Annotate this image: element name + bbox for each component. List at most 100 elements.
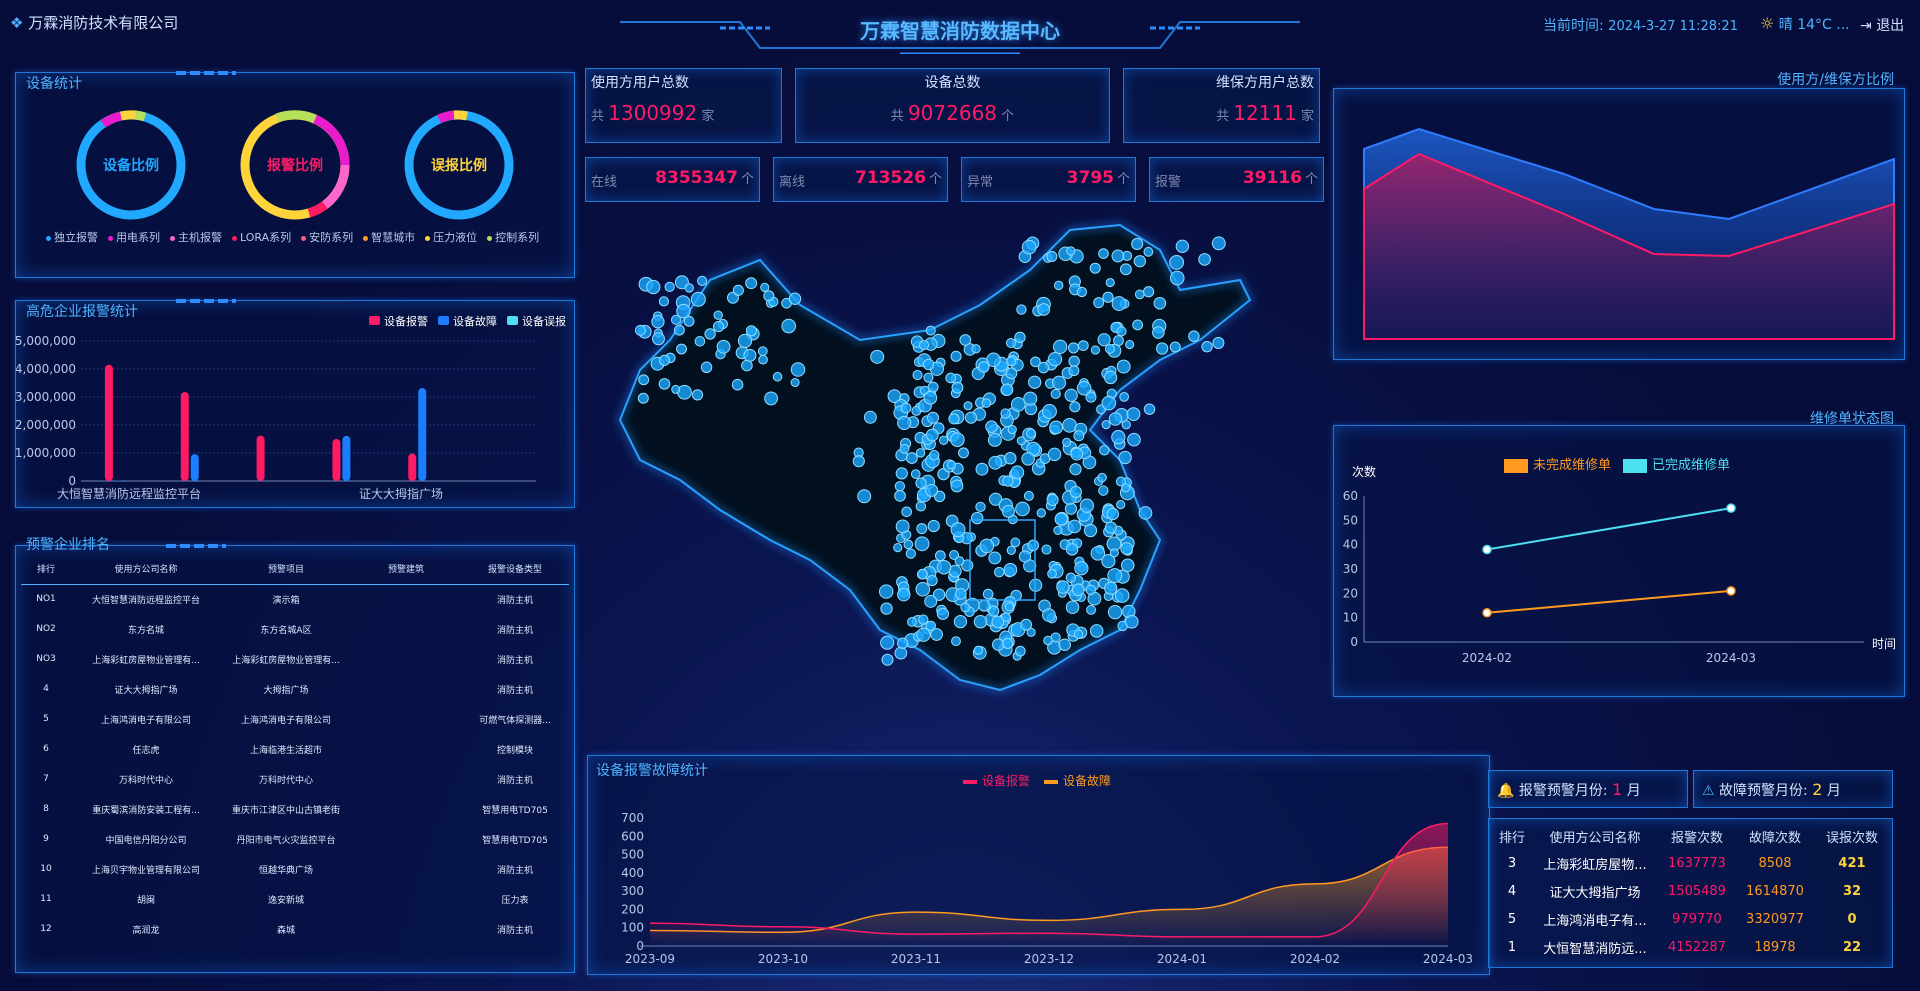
table-row[interactable]: 6 任志虎 上海临港生活超市 控制模块 [21,734,569,764]
table-row[interactable]: 4 证大大拇指广场 大拇指广场 消防主机 [21,674,569,704]
device-marker [1030,356,1041,368]
table-row[interactable]: 5 上海鸿消电子有... 979770 3320977 0 [1492,905,1890,933]
device-marker [758,354,768,365]
legend-item[interactable]: 智慧城市 [363,231,415,244]
x-tick-label: 2023-12 [1024,952,1074,966]
table-row[interactable]: 12 高润龙 森城 消防主机 [21,914,569,944]
device-marker [1068,342,1080,354]
ring-device: 设备比例 [76,110,186,220]
table-cell: 可燃气体探测器... [479,715,551,726]
legend-item[interactable]: 设备故障 [1044,774,1111,788]
table-row[interactable]: NO3 上海彩虹房屋物业管理有... 上海彩虹房屋物业管理有... 消防主机 [21,644,569,674]
legend-item[interactable]: 压力液位 [425,231,477,244]
column-header: 报警设备类型 [487,565,542,576]
device-marker [922,358,935,371]
table-row[interactable]: 4 证大大拇指广场 1505489 1614870 32 [1492,877,1890,905]
maint-unit: 家 [1300,109,1314,124]
bar-legend: 设备报警 设备故障 设备误报 [359,313,566,329]
table-cell: 大恒智慧消防远... [1543,941,1647,957]
device-marker [950,432,965,447]
legend-item[interactable]: 用电系列 [108,231,160,244]
ratio-panel: 使用方/维保方比例 [1333,72,1905,360]
panel-title: 使用方/维保方比例 [1777,72,1894,88]
legend-item[interactable]: 安防系列 [301,231,353,244]
table-cell: 消防主机 [496,865,533,876]
device-marker [988,455,1003,470]
table-cell: 消防主机 [496,595,533,606]
status-unit: 个 [1304,172,1318,187]
legend-label: 独立报警 [54,231,98,244]
alarm-month-value: 1 [1612,780,1623,799]
y-tick-label: 20 [1343,586,1358,600]
device-marker [1001,504,1015,518]
device-marker [959,334,972,346]
y-tick-label: 400 [621,866,644,880]
table-cell [351,794,461,824]
device-marker [1097,472,1107,483]
time-label: 当前时间: [1543,18,1604,34]
device-marker [1085,391,1097,403]
table-cell: 上海鸿消电子有限公司 [240,715,331,726]
table-cell: 重庆蜀滨消防安装工程有... [92,805,200,816]
logout-button[interactable]: ⇥ 退出 [1860,15,1904,35]
device-marker [975,501,986,513]
table-row[interactable]: 1 大恒智慧消防远... 4152287 18978 22 [1492,933,1890,961]
table-cell: 森城 [276,925,295,936]
legend-item[interactable]: LORA系列 [232,231,291,244]
table-row[interactable]: NO2 东方名城 东方名城A区 消防主机 [21,614,569,644]
device-marker [1093,297,1105,309]
device-marker [1070,447,1084,461]
table-row[interactable]: 9 中国电信丹阳分公司 丹阳市电气火灾监控平台 智慧用电TD705 [21,824,569,854]
bar [342,435,351,481]
device-marker [951,636,961,647]
y-tick-label: 2,000,000 [16,418,76,432]
device-marker [925,428,939,442]
device-marker [1000,408,1011,419]
legend-item[interactable]: 设备报警 [369,315,428,328]
device-marker [936,559,952,575]
table-cell: 智慧用电TD705 [482,835,548,846]
table-cell: 上海临港生活超市 [249,745,322,756]
table-header: 排行 使用方公司名称 预警项目 预警建筑 报警设备类型 [21,554,569,584]
legend-item[interactable]: 设备报警 [963,774,1030,788]
device-marker [684,283,694,293]
device-marker [1010,397,1026,412]
legend-item[interactable]: 控制系列 [487,231,539,244]
alarm-month-unit: 月 [1626,783,1641,799]
device-marker [790,378,800,388]
data-point [1482,608,1492,618]
device-marker [1071,583,1085,597]
table-row[interactable]: 7 万科时代中心 万科时代中心 消防主机 [21,764,569,794]
device-marker [1051,375,1067,390]
legend-item[interactable]: 设备误报 [507,315,566,328]
legend-item[interactable]: 未完成维修单 [1504,458,1611,473]
users-value-line: 共 1300992 家 [591,101,714,125]
table-row[interactable]: 5 上海鸿消电子有限公司 上海鸿消电子有限公司 可燃气体探测器... [21,704,569,734]
table-cell: 重庆市江津区中山古镇老街 [231,805,340,816]
legend-item[interactable]: 设备故障 [438,315,497,328]
device-marker [757,346,768,357]
weather-text: 晴 14°C ... [1778,17,1850,33]
y-axis-name: 次数 [1352,464,1376,479]
table-row[interactable]: NO1 大恒智慧消防远程监控平台 演示箱 消防主机 [21,584,569,614]
table-cell [351,674,461,704]
table-cell: 消防主机 [496,625,533,636]
table-row[interactable]: 8 重庆蜀滨消防安装工程有... 重庆市江津区中山古镇老街 智慧用电TD705 [21,794,569,824]
device-marker [1062,437,1072,447]
legend-dot [363,235,369,241]
bar [418,388,427,481]
legend-item[interactable]: 主机报警 [170,231,222,244]
table-row[interactable]: 11 胡闽 逸安新城 压力表 [21,884,569,914]
device-marker [737,333,753,349]
legend-item[interactable]: 独立报警 [46,231,98,244]
device-marker [970,511,984,525]
legend-item[interactable]: 已完成维修单 [1623,458,1730,473]
y-tick-label: 700 [621,811,644,825]
device-marker [897,587,911,602]
device-marker [926,575,938,587]
table-cell: 证大大拇指广场 [1549,885,1641,901]
table-row[interactable]: 10 上海贝宇物业管理有限公司 恒越华典广场 消防主机 [21,854,569,884]
table-cell: 上海彩虹房屋物... [1543,857,1647,873]
status-box: 报警 39116 个 [1149,157,1324,202]
table-row[interactable]: 3 上海彩虹房屋物... 1637773 8508 421 [1492,849,1890,877]
